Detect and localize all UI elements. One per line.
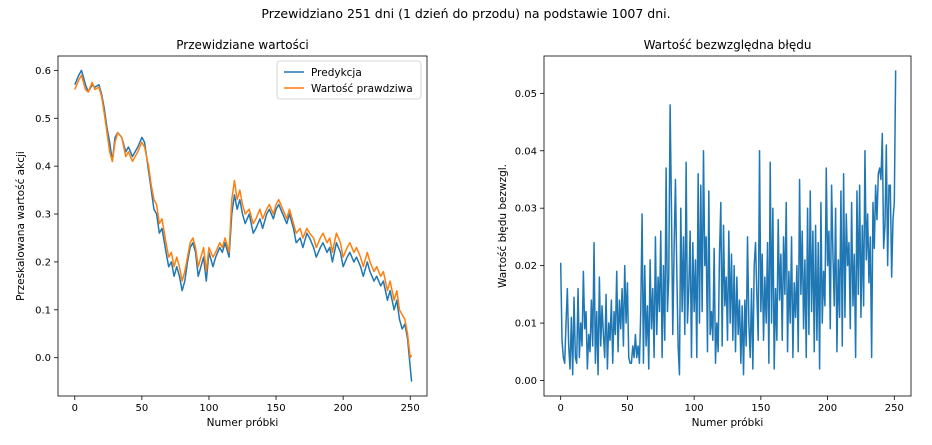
x-tick-label-left: 100	[199, 403, 218, 414]
y-tick-label-left: 0.6	[35, 66, 51, 77]
y-tick-label-left: 0.5	[35, 114, 51, 125]
series-line-left-1	[74, 74, 413, 359]
y-tick-label-left: 0.0	[35, 353, 51, 364]
y-tick-label-right: 0.03	[515, 204, 537, 215]
y-tick-label-left: 0.3	[35, 210, 51, 221]
chart-title-right: Wartość bezwzględna błędu	[644, 38, 812, 52]
y-axis-label-right: Wartość błędu bezwzgl.	[497, 164, 509, 288]
x-tick-label-right: 200	[818, 403, 837, 414]
x-tick-label-right: 150	[751, 403, 770, 414]
x-tick-label-left: 250	[401, 403, 420, 414]
x-tick-label-right: 250	[885, 403, 904, 414]
y-tick-label-right: 0.00	[515, 376, 537, 387]
figure-suptitle: Przewidziano 251 dni (1 dzień do przodu)…	[261, 6, 671, 21]
chart-title-left: Przewidziane wartości	[176, 38, 309, 52]
x-tick-label-left: 50	[135, 403, 148, 414]
series-line-left-0	[74, 69, 413, 382]
y-tick-label-right: 0.04	[515, 146, 537, 157]
y-axis-label-left: Przeskalowana wartość akcji	[15, 151, 27, 301]
series-line-right-0	[559, 70, 897, 376]
x-tick-label-right: 50	[621, 403, 634, 414]
legend-label-1: Wartość prawdziwa	[311, 83, 413, 95]
x-tick-label-right: 0	[557, 403, 563, 414]
y-tick-label-left: 0.2	[35, 257, 51, 268]
x-tick-label-left: 150	[266, 403, 285, 414]
y-tick-label-left: 0.4	[35, 162, 51, 173]
x-axis-label-right: Numer próbki	[692, 417, 764, 429]
y-tick-label-right: 0.05	[515, 89, 537, 100]
y-tick-label-left: 0.1	[35, 305, 51, 316]
x-tick-label-left: 200	[334, 403, 353, 414]
y-tick-label-right: 0.02	[515, 261, 537, 272]
legend-box	[276, 60, 422, 100]
x-axis-label-left: Numer próbki	[207, 417, 279, 429]
legend-label-0: Predykcja	[311, 67, 362, 79]
x-tick-label-left: 0	[72, 403, 78, 414]
x-tick-label-right: 100	[685, 403, 704, 414]
y-tick-label-right: 0.01	[515, 319, 537, 330]
axes-frame-left	[57, 55, 428, 397]
axes-frame-right	[543, 55, 912, 397]
